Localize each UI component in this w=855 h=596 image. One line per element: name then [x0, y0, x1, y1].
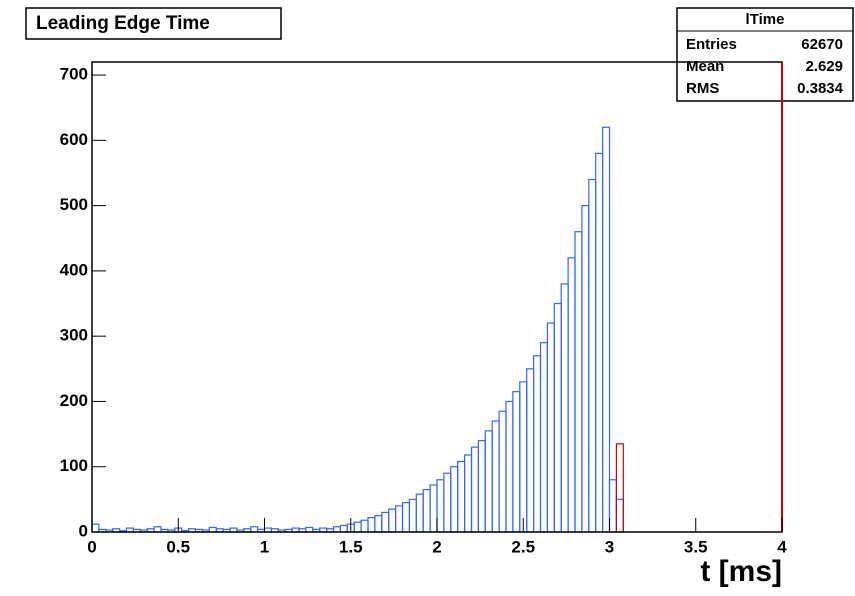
y-tick-label: 0 [79, 521, 88, 540]
stats-title: lTime [746, 11, 785, 28]
x-tick-label: 0.5 [166, 537, 190, 556]
y-tick-label: 500 [60, 195, 88, 214]
stats-value: 0.3834 [797, 80, 844, 97]
stats-value: 2.629 [805, 58, 843, 75]
x-tick-label: 1 [260, 537, 269, 556]
stats-box [676, 7, 854, 102]
x-tick-label: 0 [87, 537, 96, 556]
title-box [25, 7, 282, 40]
stats-label: Entries [686, 36, 737, 53]
y-tick-label: 300 [60, 326, 88, 345]
x-tick-label: 3.5 [684, 537, 708, 556]
x-tick-label: 3 [605, 537, 614, 556]
x-tick-label: 1.5 [339, 537, 363, 556]
x-axis-label: t [ms] [700, 555, 782, 588]
stats-value: 62670 [801, 36, 843, 53]
y-tick-label: 400 [60, 260, 88, 279]
y-tick-label: 100 [60, 456, 88, 475]
x-tick-label: 2 [432, 537, 441, 556]
chart-title: Leading Edge Time [36, 13, 210, 34]
x-tick-label: 2.5 [511, 537, 535, 556]
stats-label: Mean [686, 58, 724, 75]
x-tick-label: 4 [777, 537, 787, 556]
stats-label: RMS [686, 80, 719, 97]
y-tick-label: 700 [60, 65, 88, 84]
y-tick-label: 600 [60, 130, 88, 149]
y-tick-label: 200 [60, 391, 88, 410]
